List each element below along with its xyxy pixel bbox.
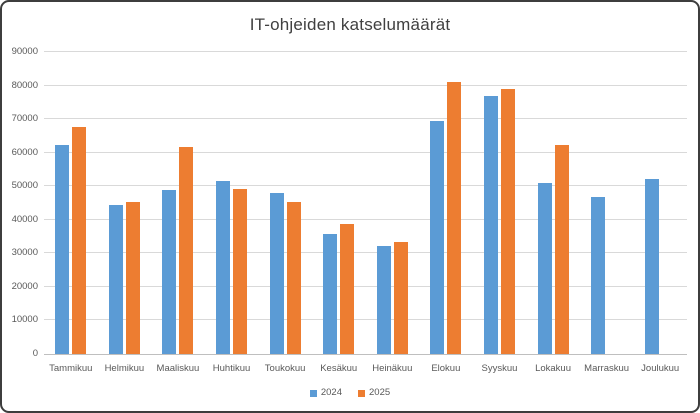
x-tick-label-Heinäkuu: Heinäkuu — [372, 363, 413, 374]
legend-swatch-2025-icon — [358, 389, 365, 397]
x-axis-line — [44, 354, 687, 355]
plot-area — [44, 51, 687, 355]
bar-2024-Helmikuu — [108, 205, 123, 354]
bar-2025-Lokakuu — [554, 145, 569, 354]
bar-2025-Kesäkuu — [340, 223, 355, 354]
bar-2024-Maaliskuu — [162, 189, 177, 354]
y-tick-label-50000: 50000 — [11, 180, 38, 192]
x-tick-label-Marraskuu: Marraskuu — [584, 363, 630, 374]
bar-2024-Joulukuu — [644, 178, 659, 354]
gridline-10000 — [44, 319, 687, 321]
legend: 2024 2025 — [2, 388, 698, 398]
gridline-30000 — [44, 252, 687, 254]
bar-2024-Elokuu — [430, 120, 445, 354]
y-tick-label-90000: 90000 — [11, 46, 38, 57]
legend-label-2025: 2025 — [369, 387, 391, 398]
bar-2024-Lokakuu — [537, 182, 552, 354]
y-tick-label-0: 0 — [32, 348, 38, 359]
gridline-80000 — [44, 84, 687, 86]
bar-2025-Helmikuu — [125, 202, 140, 354]
bar-2024-Marraskuu — [591, 196, 606, 354]
y-tick-label-30000: 30000 — [11, 247, 38, 259]
y-tick-label-60000: 60000 — [11, 146, 38, 158]
bar-2025-Huhtikuu — [233, 188, 248, 354]
bar-2024-Kesäkuu — [323, 233, 338, 354]
y-tick-label-80000: 80000 — [11, 79, 38, 91]
x-tick-label-Lokakuu: Lokakuu — [535, 363, 571, 374]
x-tick-label-Toukokuu: Toukokuu — [264, 363, 306, 374]
x-tick-label-Helmikuu: Helmikuu — [104, 363, 145, 374]
y-tick-label-70000: 70000 — [11, 113, 38, 125]
gridline-70000 — [44, 118, 687, 120]
bar-2025-Maaliskuu — [179, 147, 194, 354]
y-tick-label-40000: 40000 — [11, 213, 38, 225]
bar-2024-Toukokuu — [269, 192, 284, 354]
legend-item-2025: 2025 — [358, 388, 390, 398]
bar-2025-Toukokuu — [286, 202, 301, 354]
gridline-40000 — [44, 218, 687, 220]
bar-2024-Heinäkuu — [376, 245, 391, 354]
gridline-90000 — [44, 51, 687, 52]
legend-item-2024: 2024 — [309, 387, 342, 398]
legend-label-2024: 2024 — [320, 387, 342, 398]
x-tick-label-Syyskuu: Syyskuu — [481, 363, 518, 374]
bar-2025-Tammikuu — [72, 126, 87, 354]
x-tick-label-Elokuu: Elokuu — [431, 363, 461, 374]
x-tick-label-Joulukuu: Joulukuu — [641, 363, 680, 374]
x-tick-label-Huhtikuu: Huhtikuu — [212, 363, 251, 374]
gridline-50000 — [44, 185, 687, 187]
bar-2025-Elokuu — [447, 81, 462, 354]
x-tick-label-Maaliskuu: Maaliskuu — [156, 363, 200, 374]
x-tick-label-Tammikuu: Tammikuu — [49, 363, 93, 374]
y-tick-label-10000: 10000 — [11, 314, 38, 326]
bar-2024-Huhtikuu — [216, 181, 231, 354]
legend-swatch-2024-icon — [309, 389, 317, 397]
y-tick-label-20000: 20000 — [11, 280, 38, 292]
bar-2024-Syyskuu — [483, 96, 498, 354]
x-tick-label-Kesäkuu: Kesäkuu — [320, 363, 358, 374]
bar-2025-Heinäkuu — [393, 241, 408, 354]
gridline-60000 — [44, 151, 687, 153]
gridline-20000 — [44, 285, 687, 287]
bar-2024-Tammikuu — [55, 144, 70, 354]
bar-2025-Syyskuu — [500, 89, 515, 354]
chart-title: IT-ohjeiden katselumäärät — [249, 15, 451, 34]
